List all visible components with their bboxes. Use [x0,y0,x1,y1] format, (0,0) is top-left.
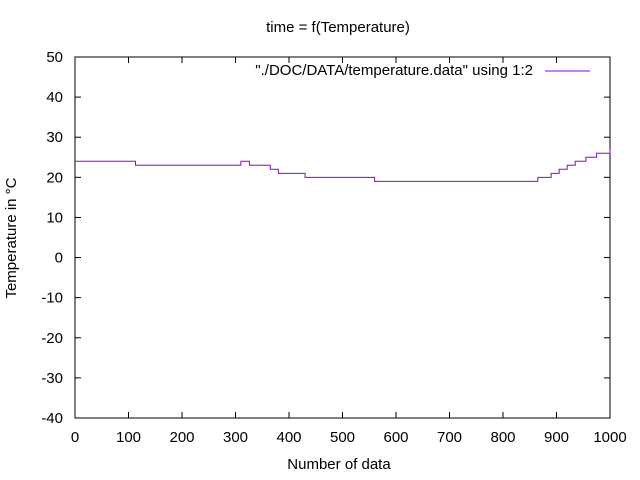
x-tick-label: 700 [437,429,462,446]
x-tick-label: 200 [169,429,194,446]
x-tick-label: 1000 [593,429,626,446]
y-axis-label: Temperature in °C [3,177,20,298]
legend-label: "./DOC/DATA/temperature.data" using 1:2 [255,62,533,79]
x-tick-label: 0 [71,429,79,446]
plot-frame [74,56,611,419]
x-axis-ticks: 0 100 200 300 400 500 600 700 800 900 1000 [71,57,627,446]
y-tick-label: 0 [55,250,63,267]
x-tick-label: 100 [116,429,141,446]
x-tick-label: 600 [383,429,408,446]
x-tick-label: 300 [223,429,248,446]
y-tick-label: -40 [41,410,63,427]
y-tick-label: 30 [46,129,63,146]
y-tick-label: 20 [46,169,63,186]
x-tick-label: 900 [544,429,569,446]
x-tick-label: 500 [330,429,355,446]
y-tick-label: -20 [41,330,63,347]
series-line [75,149,611,182]
x-tick-label: 800 [490,429,515,446]
series-layer [75,149,611,182]
y-tick-label: 40 [46,89,63,106]
y-axis-ticks: -40 -30 -20 -10 0 10 20 30 40 50 [41,49,610,427]
y-tick-label: 10 [46,209,63,226]
y-tick-label: -30 [41,370,63,387]
x-tick-label: 400 [276,429,301,446]
x-axis-label: Number of data [287,456,391,473]
chart-title: time = f(Temperature) [266,19,410,36]
y-tick-label: -10 [41,290,63,307]
y-tick-label: 50 [46,49,63,66]
